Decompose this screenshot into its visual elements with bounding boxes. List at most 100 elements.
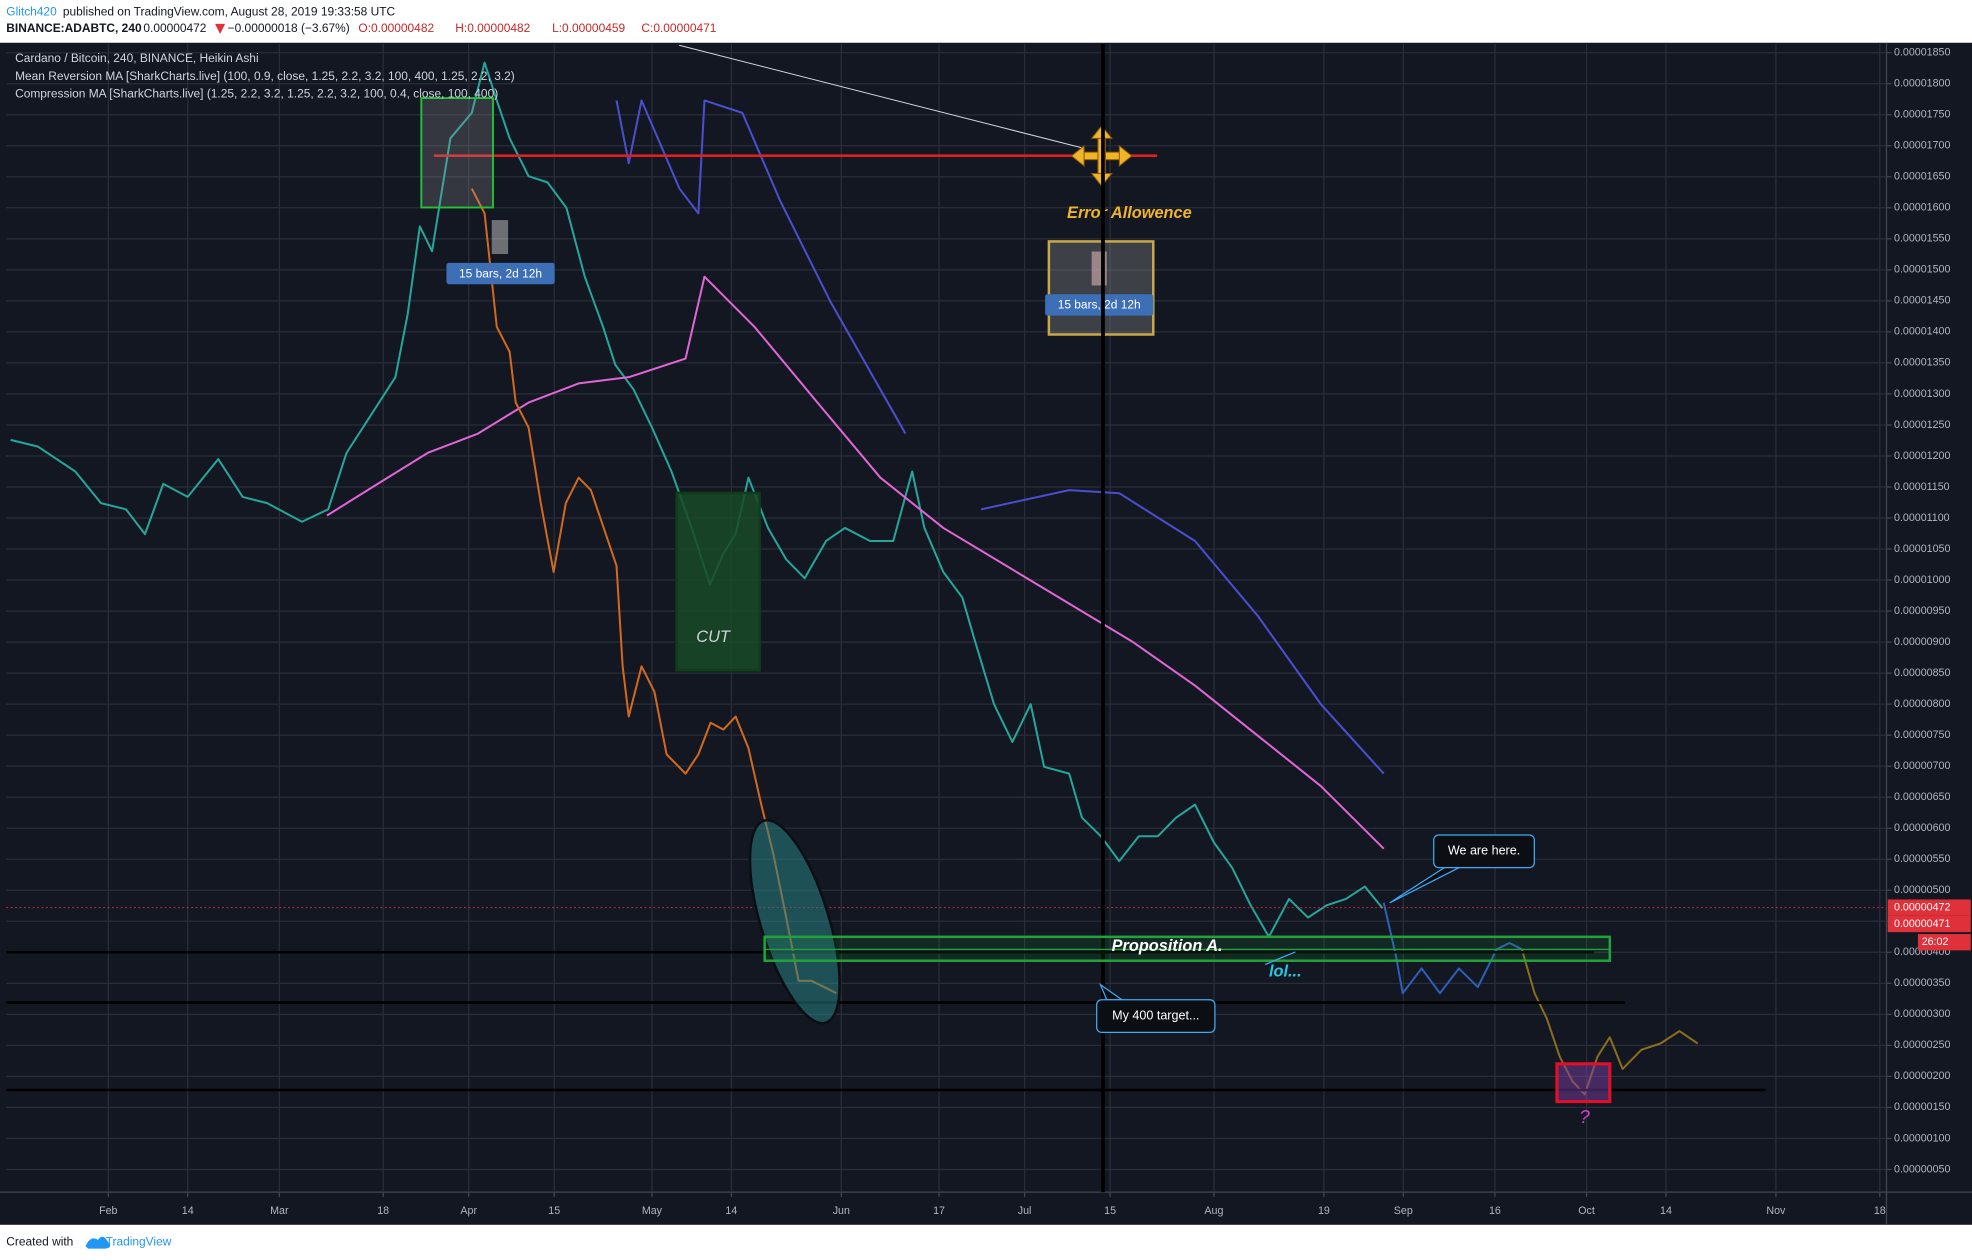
- countdown-box: [1917, 934, 1971, 951]
- x-tick-label: 18: [1874, 1205, 1886, 1217]
- y-tick-label: 0.00001450: [1894, 295, 1950, 307]
- countdown: 26:02: [1922, 936, 1949, 948]
- series-line: [326, 275, 1385, 850]
- y-tick-label: 0.00000750: [1894, 729, 1950, 741]
- y-tick-label: 0.00001200: [1894, 450, 1950, 462]
- symbol-name: BINANCE:ADABTC, 240: [6, 21, 142, 35]
- x-tick-label: Sep: [1394, 1205, 1413, 1217]
- change: −0.00000018 (−3.67%): [228, 21, 350, 35]
- last-price: 0.00000472: [143, 21, 206, 35]
- lol-text: lol...: [1269, 962, 1302, 980]
- cut-text: CUT: [696, 628, 731, 646]
- high: H:0.00000482: [455, 21, 530, 35]
- author[interactable]: Glitch420: [6, 5, 57, 19]
- y-tick-label: 0.00001000: [1894, 574, 1950, 586]
- y-tick-label: 0.00000700: [1894, 760, 1950, 772]
- x-tick-label: Mar: [270, 1205, 289, 1217]
- legend-entry: Mean Reversion MA [SharkCharts.live] (10…: [15, 69, 515, 83]
- y-tick-label: 0.00001150: [1894, 481, 1950, 493]
- tv-logo: [85, 1236, 111, 1249]
- y-tick-label: 0.00000200: [1894, 1070, 1950, 1082]
- y-tick-label: 0.00001350: [1894, 357, 1950, 369]
- x-tick-label: Jun: [833, 1205, 850, 1217]
- y-tick-label: 0.00000950: [1894, 605, 1950, 617]
- question-mark: ?: [1579, 1106, 1590, 1127]
- x-tick-label: 14: [1660, 1205, 1672, 1217]
- range-box-small: [491, 220, 509, 255]
- price-label-box: [1887, 915, 1971, 933]
- ellipse: [748, 818, 841, 1025]
- x-tick-label: 17: [933, 1205, 945, 1217]
- y-tick-label: 0.00001250: [1894, 419, 1950, 431]
- series-line: [1520, 948, 1699, 1096]
- y-tick-label: 0.00001500: [1894, 264, 1950, 276]
- y-tick-label: 0.00001800: [1894, 78, 1950, 90]
- trend-line: [679, 44, 1085, 149]
- x-tick-label: 15: [1104, 1205, 1116, 1217]
- y-tick-label: 0.00001600: [1894, 202, 1950, 214]
- y-tick-label: 0.00000400: [1894, 946, 1950, 958]
- x-tick-label: 15: [548, 1205, 560, 1217]
- y-tick-label: 0.00000550: [1894, 853, 1950, 865]
- y-tick-label: 0.00000150: [1894, 1101, 1950, 1113]
- legend-entry: Cardano / Bitcoin, 240, BINANCE, Heikin …: [15, 51, 259, 65]
- x-tick-label: Feb: [99, 1205, 117, 1217]
- y-tick-label: 0.00001700: [1894, 140, 1950, 152]
- y-tick-label: 0.00000250: [1894, 1039, 1950, 1051]
- x-tick-label: 14: [725, 1205, 737, 1217]
- y-tick-label: 0.00000850: [1894, 667, 1950, 679]
- close: C:0.00000471: [641, 21, 716, 35]
- price-label-box: [1887, 899, 1971, 916]
- proposition-text: Proposition A.: [1112, 937, 1223, 955]
- series-line: [615, 99, 1385, 775]
- x-tick-label: Aug: [1204, 1205, 1223, 1217]
- chart-bg: [0, 42, 1972, 1225]
- cut-box: [675, 491, 761, 672]
- x-tick-label: 16: [1489, 1205, 1501, 1217]
- down-triangle: [215, 23, 226, 34]
- x-tick-label: Nov: [1766, 1205, 1786, 1217]
- target-zone: [1555, 1062, 1612, 1104]
- error-text: Error Allowence: [1067, 204, 1192, 222]
- bars-label: 15 bars, 2d 12h: [459, 266, 542, 280]
- low: L:0.00000459: [552, 21, 625, 35]
- open: O:0.00000482: [358, 21, 434, 35]
- bars-label-box: [1045, 294, 1154, 316]
- range-box: [420, 97, 494, 209]
- footer-brand[interactable]: TradingView: [106, 1235, 172, 1249]
- x-tick-label: Apr: [460, 1205, 477, 1217]
- published: published on TradingView.com, August 28,…: [63, 5, 396, 19]
- x-tick-label: May: [642, 1205, 663, 1217]
- y-tick-label: 0.00001650: [1894, 171, 1950, 183]
- bars-label-box: [446, 262, 555, 285]
- y-tick-label: 0.00001400: [1894, 326, 1950, 338]
- price-label: 0.00000471: [1894, 918, 1950, 930]
- y-tick-label: 0.00001100: [1894, 512, 1950, 524]
- target-text: My 400 target...: [1112, 1008, 1199, 1022]
- x-tick-label: Jul: [1018, 1205, 1032, 1217]
- y-tick-label: 0.00001050: [1894, 543, 1950, 555]
- y-tick-label: 0.00001300: [1894, 388, 1950, 400]
- x-tick-label: Oct: [1578, 1205, 1595, 1217]
- legend-entry: Compression MA [SharkCharts.live] (1.25,…: [15, 86, 498, 100]
- footer-created: Created with: [6, 1235, 73, 1249]
- y-tick-label: 0.00000500: [1894, 884, 1950, 896]
- x-tick-label: 18: [377, 1205, 389, 1217]
- y-tick-label: 0.00000800: [1894, 698, 1950, 710]
- series-line: [1382, 902, 1523, 995]
- target-box: [1096, 999, 1216, 1034]
- y-tick-label: 0.00000050: [1894, 1163, 1950, 1175]
- price-label: 0.00000472: [1894, 901, 1950, 913]
- y-tick-label: 0.00000600: [1894, 822, 1950, 834]
- x-tick-label: 19: [1318, 1205, 1330, 1217]
- y-tick-label: 0.00001550: [1894, 233, 1950, 245]
- y-tick-label: 0.00000350: [1894, 977, 1950, 989]
- y-tick-label: 0.00001850: [1894, 47, 1950, 59]
- x-tick-label: 14: [182, 1205, 194, 1217]
- here-box: [1433, 834, 1535, 869]
- here-text: We are here.: [1448, 844, 1520, 858]
- y-tick-label: 0.00000100: [1894, 1132, 1950, 1144]
- bars-label: 15 bars, 2d 12h: [1058, 298, 1141, 312]
